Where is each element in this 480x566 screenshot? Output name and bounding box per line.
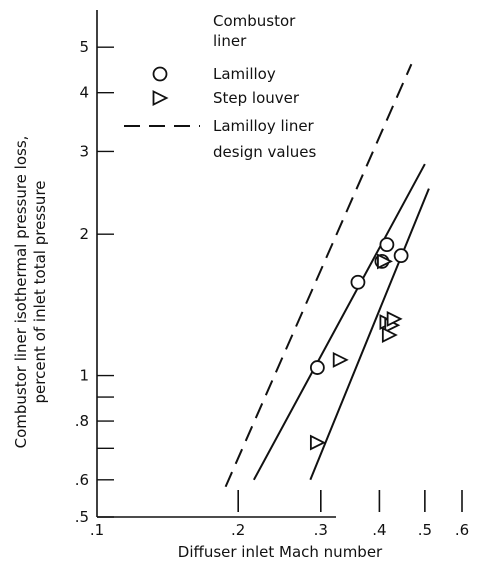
legend-circle-marker — [152, 66, 168, 82]
y-tick-label: 2 — [79, 225, 89, 243]
y-tick-label: .8 — [75, 412, 89, 430]
y-axis-title-line-2: percent of inlet total pressure — [31, 180, 49, 403]
x-tick-label: .5 — [418, 521, 432, 539]
x-tick-label: .2 — [231, 521, 245, 539]
step-louver-point — [381, 327, 398, 343]
y-tick-label: 4 — [79, 84, 89, 102]
ticks: .5 .6 .8 1 2 3 4 5 .1 .2 .3 .4 .5 .6 — [75, 38, 469, 539]
x-axis-title: Diffuser inlet Mach number — [178, 543, 383, 561]
y-tick-label: 1 — [79, 367, 89, 385]
step-louver-point — [386, 310, 403, 327]
step-louver-point — [332, 351, 349, 368]
step-louver-point — [377, 253, 393, 270]
x-tick-label: .4 — [372, 521, 386, 539]
y-tick-label: .5 — [75, 508, 89, 526]
lamilloy-fit-line — [252, 163, 426, 481]
y-axis-title-line-1: Combustor liner isothermal pressure loss… — [12, 136, 30, 449]
legend: Combustor liner Lamilloy Step louver Lamillo… — [124, 12, 317, 161]
lamilloy-point — [379, 237, 395, 253]
lamilloy-point — [393, 248, 409, 264]
y-tick-label: 3 — [79, 142, 89, 160]
legend-entry-label: Lamilloy liner — [213, 117, 315, 135]
step-louver-point — [309, 434, 326, 451]
x-tick-label: .6 — [455, 521, 469, 539]
y-tick-label: .6 — [75, 471, 89, 489]
legend-entry-label: Lamilloy — [213, 65, 276, 83]
x-tick-label: .1 — [90, 521, 104, 539]
fit-lines — [224, 63, 430, 488]
legend-entry-label: design values — [213, 143, 317, 161]
legend-title-line: Combustor — [213, 12, 296, 30]
legend-title-line: liner — [213, 32, 247, 50]
step-louver-fit-line — [309, 188, 430, 481]
y-tick-label: 5 — [79, 38, 89, 56]
legend-triangle-marker — [152, 90, 169, 106]
lamilloy-point — [350, 274, 366, 290]
legend-entry-label: Step louver — [213, 89, 300, 107]
x-tick-label: .3 — [314, 521, 328, 539]
lamilloy-point — [309, 360, 325, 375]
design-values-line — [224, 63, 413, 488]
axes — [96, 10, 336, 518]
data-points — [309, 237, 409, 451]
